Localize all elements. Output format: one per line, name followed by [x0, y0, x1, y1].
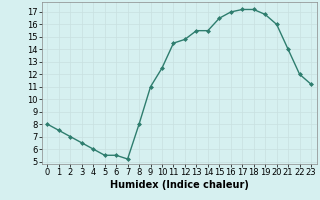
- X-axis label: Humidex (Indice chaleur): Humidex (Indice chaleur): [110, 180, 249, 190]
